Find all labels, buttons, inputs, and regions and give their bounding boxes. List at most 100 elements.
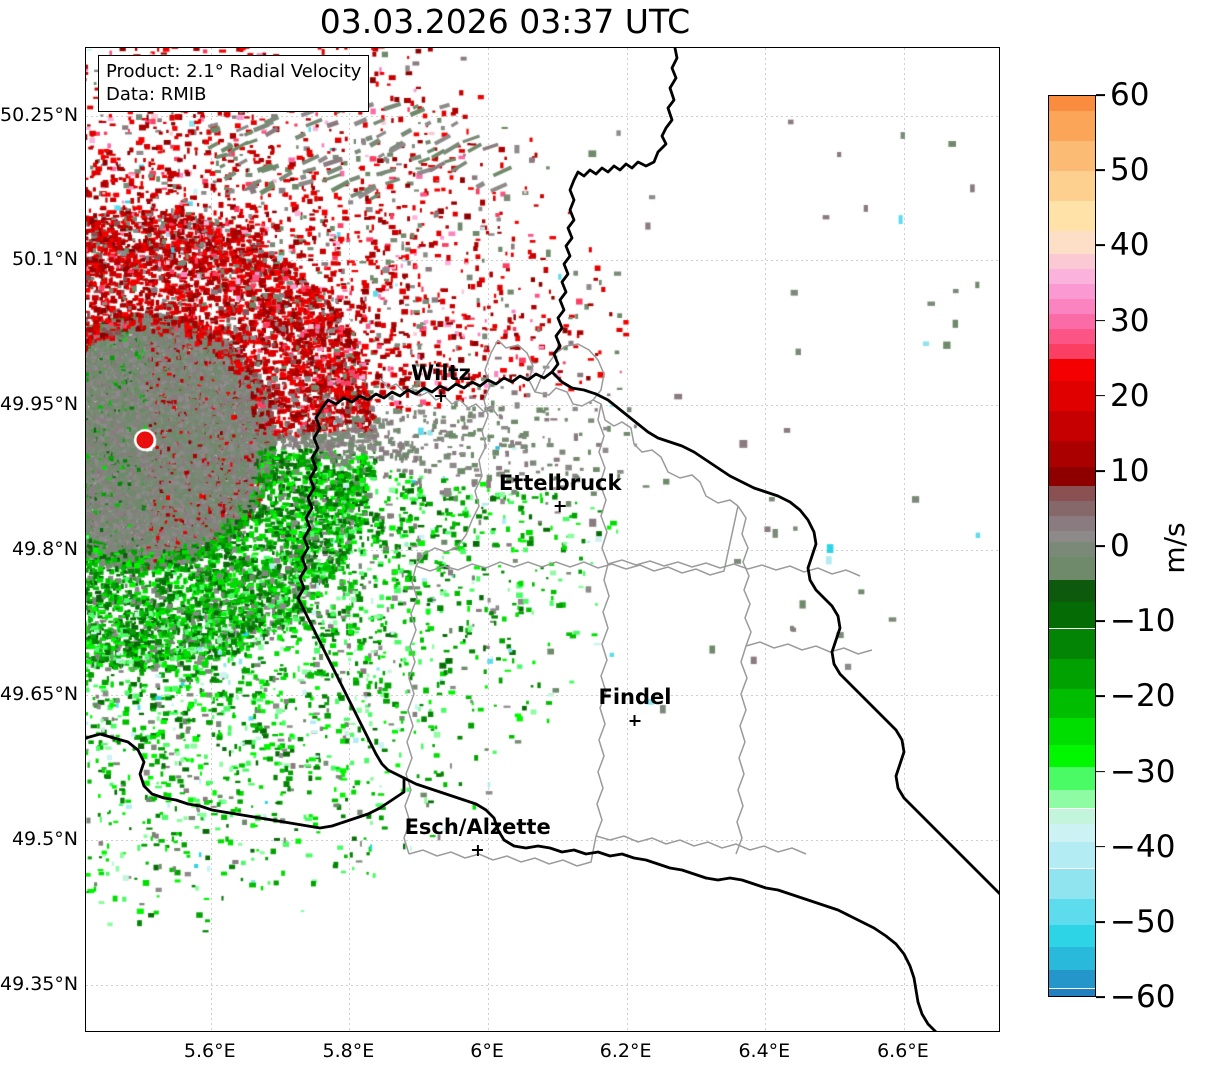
colorbar-tick xyxy=(1096,620,1105,623)
colorbar-band xyxy=(1049,298,1095,314)
radar-site-marker xyxy=(136,431,154,449)
colorbar-band xyxy=(1049,842,1095,869)
colorbar-band xyxy=(1049,516,1095,531)
colorbar-band xyxy=(1049,557,1095,580)
page-title: 03.03.2026 03:37 UTC xyxy=(319,2,691,41)
radar-echo-layer xyxy=(86,48,999,1031)
colorbar-band xyxy=(1049,531,1095,543)
colorbar-band xyxy=(1049,313,1095,329)
x-tick-label: 5.6°E xyxy=(183,1040,236,1062)
colorbar-band xyxy=(1049,231,1095,254)
colorbar-band xyxy=(1049,141,1095,171)
colorbar-band xyxy=(1049,467,1095,486)
colorbar-tick xyxy=(1096,169,1105,172)
product-line: Product: 2.1° Radial Velocity xyxy=(106,61,362,82)
colorbar-band xyxy=(1049,358,1095,381)
colorbar-band xyxy=(1049,579,1095,603)
colorbar-band xyxy=(1049,628,1095,659)
x-tick-label: 6.6°E xyxy=(877,1040,929,1062)
colorbar-tick-label: 40 xyxy=(1110,227,1150,264)
colorbar-band xyxy=(1049,924,1095,948)
colorbar-band xyxy=(1049,969,1095,989)
city-marker-cross xyxy=(472,844,484,856)
colorbar-tick xyxy=(1096,244,1105,247)
colorbar-band xyxy=(1049,111,1095,141)
colorbar-tick-label: −10 xyxy=(1110,603,1176,640)
colorbar-band xyxy=(1049,898,1095,925)
colorbar-band xyxy=(1049,718,1095,745)
colorbar[interactable] xyxy=(1048,95,1096,997)
colorbar-tick-label: −40 xyxy=(1110,828,1176,865)
x-tick-label: 5.8°E xyxy=(322,1040,375,1062)
colorbar-band xyxy=(1049,328,1095,344)
colorbar-tick xyxy=(1096,695,1105,698)
y-tick-label: 49.8°N xyxy=(11,538,78,561)
radar-map-plot[interactable]: Wiltz Ettelbruck Findel Esch/Alzette Produc… xyxy=(85,47,1000,1032)
colorbar-band xyxy=(1049,808,1095,824)
city-name: Findel xyxy=(598,685,672,710)
city-marker-cross xyxy=(554,500,566,512)
colorbar-band xyxy=(1049,381,1095,411)
city-label-esch-alzette: Esch/Alzette xyxy=(404,814,551,856)
colorbar-tick-label: −20 xyxy=(1110,678,1176,715)
city-label-wiltz: Wiltz xyxy=(410,360,471,402)
colorbar-band xyxy=(1049,486,1095,501)
colorbar-band xyxy=(1049,343,1095,359)
x-tick-label: 6.4°E xyxy=(738,1040,791,1062)
colorbar-band xyxy=(1049,658,1095,689)
colorbar-band xyxy=(1049,688,1095,719)
y-tick-label: 50.25°N xyxy=(0,103,79,126)
colorbar-tick xyxy=(1096,94,1105,96)
city-marker-cross xyxy=(629,715,641,727)
colorbar-tick xyxy=(1096,469,1105,472)
y-tick-label: 49.35°N xyxy=(0,972,79,995)
plot-clip-area: Wiltz Ettelbruck Findel Esch/Alzette xyxy=(86,48,999,1031)
colorbar-band xyxy=(1049,283,1095,299)
colorbar-tick-label: −60 xyxy=(1110,979,1176,1015)
colorbar-tick xyxy=(1096,394,1105,397)
colorbar-band xyxy=(1049,501,1095,516)
colorbar-band xyxy=(1049,823,1095,843)
product-info-box: Product: 2.1° Radial Velocity Data: RMIB xyxy=(98,55,370,113)
colorbar-band xyxy=(1049,253,1095,269)
colorbar-tick-label: 0 xyxy=(1110,528,1130,564)
colorbar-band xyxy=(1049,744,1095,768)
colorbar-tick-label: 30 xyxy=(1110,302,1150,339)
data-source-line: Data: RMIB xyxy=(106,84,207,106)
y-tick-label: 49.65°N xyxy=(0,683,79,705)
colorbar-tick-label: −30 xyxy=(1110,753,1176,790)
colorbar-tick-label: 20 xyxy=(1110,377,1150,414)
colorbar-band xyxy=(1049,988,1095,996)
colorbar-band xyxy=(1049,170,1095,201)
colorbar-tick xyxy=(1096,920,1105,923)
colorbar-band xyxy=(1049,868,1095,899)
colorbar-tick-label: 60 xyxy=(1110,77,1150,113)
colorbar-tick-label: 10 xyxy=(1110,452,1150,489)
colorbar-gradient xyxy=(1048,95,1096,997)
y-tick-label: 50.1°N xyxy=(11,248,78,271)
y-tick-label: 49.5°N xyxy=(11,827,78,850)
colorbar-unit-label: m/s xyxy=(1158,522,1191,574)
colorbar-band xyxy=(1049,96,1095,111)
colorbar-band xyxy=(1049,789,1095,809)
city-marker-cross xyxy=(435,390,447,402)
colorbar-tick xyxy=(1096,545,1105,547)
city-label-ettelbruck: Ettelbruck xyxy=(498,470,622,512)
city-name: Wiltz xyxy=(410,360,471,385)
city-name: Ettelbruck xyxy=(498,470,622,495)
colorbar-tick xyxy=(1096,319,1105,322)
colorbar-tick xyxy=(1096,996,1105,998)
colorbar-band xyxy=(1049,767,1095,790)
city-label-findel: Findel xyxy=(598,685,672,727)
colorbar-tick-label: 50 xyxy=(1110,152,1150,189)
y-tick-label: 49.95°N xyxy=(0,393,79,416)
colorbar-tick-label: −50 xyxy=(1110,903,1176,940)
x-tick-label: 6.2°E xyxy=(599,1040,652,1062)
x-tick-label: 6°E xyxy=(470,1040,504,1062)
city-name: Esch/Alzette xyxy=(404,814,551,839)
colorbar-band xyxy=(1049,411,1095,441)
colorbar-band xyxy=(1049,947,1095,970)
colorbar-band xyxy=(1049,268,1095,284)
colorbar-band xyxy=(1049,441,1095,468)
